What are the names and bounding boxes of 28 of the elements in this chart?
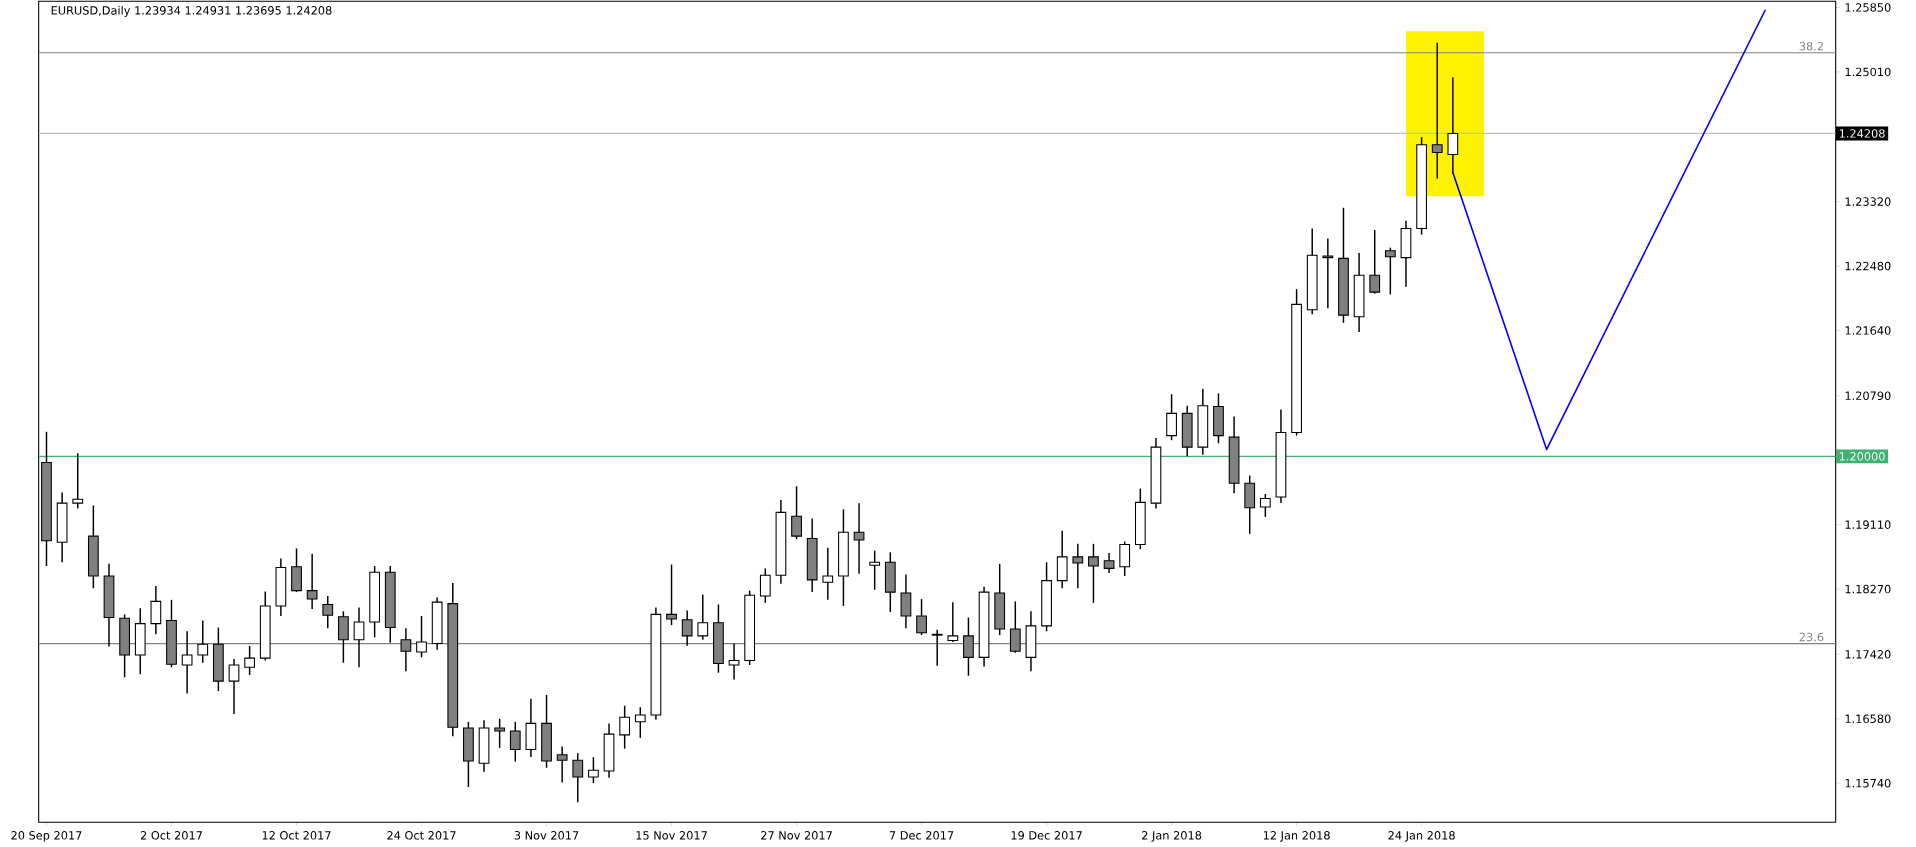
x-tick-label: 2 Jan 2018 — [1142, 831, 1202, 842]
x-tick-label: 12 Jan 2018 — [1263, 831, 1330, 842]
x-tick-label: 20 Sep 2017 — [11, 831, 82, 842]
annotation: 23.6 — [1799, 632, 1824, 642]
y-tick-label: 1.17420 — [1845, 650, 1891, 659]
x-tick-label: 24 Oct 2017 — [387, 831, 456, 840]
y-tick-label: 1.20790 — [1845, 391, 1891, 401]
x-tick-label: 7 Dec 2017 — [889, 831, 954, 840]
x-tick-label: 19 Dec 2017 — [1011, 831, 1082, 840]
chart-title: EURUSD,Daily 1.23934 1.24931 1.23695 1.24208 — [51, 5, 332, 17]
x-tick-label: 24 Jan 2018 — [1388, 831, 1455, 842]
x-tick-label: 2 Oct 2017 — [140, 831, 202, 840]
y-tick-label: 1.21640 — [1845, 326, 1891, 335]
y-tick-label: 1.19110 — [1845, 520, 1891, 529]
y-tick-label: 1.23320 — [1845, 197, 1891, 206]
x-tick-label: 15 Nov 2017 — [636, 831, 707, 840]
y-tick-label: 1.18270 — [1845, 584, 1891, 594]
annotation: 38.2 — [1799, 41, 1823, 51]
x-tick-label: 27 Nov 2017 — [761, 831, 832, 840]
y-tick-label: 1.25850 — [1845, 3, 1891, 12]
ref-line-label: 1.24208 — [1839, 129, 1885, 138]
y-tick-label: 1.16580 — [1845, 714, 1891, 724]
x-tick-label: 3 Nov 2017 — [514, 831, 579, 840]
y-tick-label: 1.15740 — [1845, 778, 1891, 788]
y-tick-label: 1.22480 — [1845, 261, 1891, 271]
x-tick-label: 12 Oct 2017 — [262, 831, 331, 840]
y-tick-label: 1.25010 — [1845, 67, 1891, 77]
ref-line-label: 1.20000 — [1839, 452, 1885, 461]
